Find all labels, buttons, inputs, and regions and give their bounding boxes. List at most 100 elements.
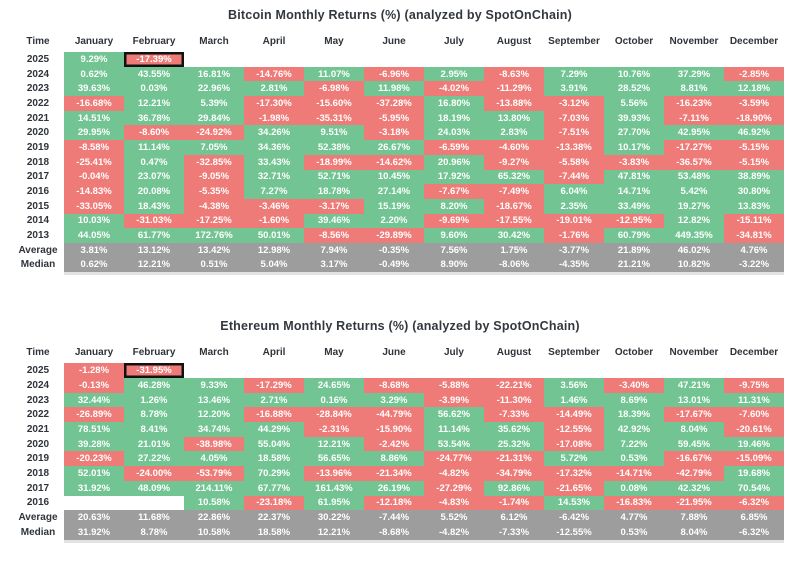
table-cell: -8.68% bbox=[364, 378, 424, 393]
table-cell: -6.98% bbox=[304, 81, 364, 97]
table-cell: 18.43% bbox=[124, 198, 184, 214]
table-cell: 70.29% bbox=[244, 466, 304, 481]
table-cell: 0.62% bbox=[64, 66, 124, 82]
month-header: January bbox=[74, 36, 114, 47]
table-cell: 12.98% bbox=[244, 242, 304, 258]
table-cell: 61.95% bbox=[304, 495, 364, 511]
table-cell: 9.60% bbox=[424, 228, 484, 243]
table-cell: -28.84% bbox=[304, 407, 364, 423]
table-cell: 0.16% bbox=[304, 392, 364, 408]
table-cell: -36.57% bbox=[664, 154, 724, 170]
table-row: 2019 -20.23% 27.22% 4.05% 18.58% 56.65% 8.86% -… bbox=[12, 451, 784, 467]
table-cell: 27.70% bbox=[604, 125, 664, 141]
table-cell: 10.03% bbox=[64, 213, 124, 229]
table-row: 2016 10.58% -23.18% 61.95% -12.18% -4.83% -1.7… bbox=[12, 495, 784, 511]
table-cell: 6.12% bbox=[484, 510, 544, 525]
table-cell: -21.34% bbox=[364, 466, 424, 481]
month-header: November bbox=[669, 347, 719, 359]
table-cell: 161.43% bbox=[304, 480, 364, 496]
table-cell: 0.53% bbox=[604, 451, 664, 467]
table-cell: -14.83% bbox=[64, 184, 124, 199]
table-cell: 35.62% bbox=[484, 422, 544, 437]
table-cell: 60.79% bbox=[604, 228, 664, 243]
table-cell bbox=[124, 496, 184, 511]
table-cell: -17.29% bbox=[244, 378, 304, 393]
table-row: 2025 -1.28% -31.95% bbox=[12, 363, 784, 378]
table-cell: 8.04% bbox=[664, 422, 724, 437]
row-label: 2025 bbox=[12, 363, 64, 378]
table-cell: 13.42% bbox=[184, 242, 244, 258]
table-cell: 20.08% bbox=[124, 184, 184, 199]
table-cell: 29.84% bbox=[184, 110, 244, 126]
ethereum-chart-title: Ethereum Monthly Returns (%) (analyzed b… bbox=[220, 319, 580, 334]
table-cell: 26.19% bbox=[364, 480, 424, 496]
table-cell: -7.49% bbox=[484, 184, 544, 199]
table-cell: 61.77% bbox=[124, 228, 184, 243]
table-cell: 13.01% bbox=[664, 392, 724, 408]
table-cell: 46.28% bbox=[124, 378, 184, 393]
table-cell: 19.46% bbox=[724, 436, 784, 452]
table-cell: 1.46% bbox=[544, 392, 604, 408]
table-cell: -13.88% bbox=[484, 96, 544, 111]
table-cell: 23.07% bbox=[124, 169, 184, 185]
table-row: Average 20.63% 11.68% 22.86% 22.37% 30.22% -7.… bbox=[12, 510, 784, 525]
month-header: January bbox=[74, 347, 114, 359]
table-cell: 5.39% bbox=[184, 96, 244, 111]
row-label: 2019 bbox=[12, 140, 64, 155]
table-cell bbox=[484, 52, 544, 67]
table-cell: -5.15% bbox=[724, 140, 784, 155]
table-cell: -7.44% bbox=[544, 169, 604, 185]
table-cell: -3.99% bbox=[424, 392, 484, 408]
table-cell: 9.51% bbox=[304, 125, 364, 141]
table-cell: 18.19% bbox=[424, 110, 484, 126]
table-cell: -21.31% bbox=[484, 451, 544, 467]
table-cell: 42.95% bbox=[664, 125, 724, 141]
table-cell: -0.49% bbox=[364, 257, 424, 273]
month-header: May bbox=[324, 36, 344, 47]
table-cell: -33.05% bbox=[64, 198, 124, 214]
table-row: 2017 -0.04% 23.07% -9.05% 32.71% 52.71% 10.45%… bbox=[12, 169, 784, 185]
table-row: 2016 -14.83% 20.08% -5.35% 7.27% 18.78% 27.14%… bbox=[12, 184, 784, 199]
table-cell: 67.77% bbox=[244, 480, 304, 496]
table-cell: -29.89% bbox=[364, 228, 424, 243]
table-row: Average 3.81% 13.12% 13.42% 12.98% 7.94% -0.35… bbox=[12, 242, 784, 258]
table-row: 2023 32.44% 1.26% 13.46% 2.71% 0.16% 3.29% -3.9… bbox=[12, 392, 784, 408]
table-cell: -9.05% bbox=[184, 169, 244, 185]
table-row: 2022 -26.89% 8.78% 12.20% -16.88% -28.84% -44.… bbox=[12, 407, 784, 423]
table-cell: -23.18% bbox=[244, 495, 304, 511]
table-cell: 4.76% bbox=[724, 242, 784, 258]
table-cell: -13.96% bbox=[304, 466, 364, 481]
table-cell: 11.98% bbox=[364, 81, 424, 97]
table-cell: -42.79% bbox=[664, 466, 724, 481]
table-cell bbox=[544, 52, 604, 67]
table-cell: 27.22% bbox=[124, 451, 184, 467]
table-bottom-shadow bbox=[64, 272, 784, 276]
table-cell: -17.27% bbox=[664, 140, 724, 155]
table-cell: 8.78% bbox=[124, 407, 184, 423]
table-cell: -34.81% bbox=[724, 228, 784, 243]
row-label: 2025 bbox=[12, 52, 64, 67]
table-cell: 46.02% bbox=[664, 242, 724, 258]
table-cell: 50.01% bbox=[244, 228, 304, 243]
table-header-row: Time January February March April May June July… bbox=[12, 345, 784, 361]
bitcoin-heatmap-table: Time January February March April May June July… bbox=[12, 34, 784, 276]
table-row: 2014 10.03% -31.03% -17.25% -1.60% 39.46% 2.20… bbox=[12, 213, 784, 229]
table-cell: -6.96% bbox=[364, 66, 424, 82]
table-cell: 3.17% bbox=[304, 257, 364, 273]
table-cell: 70.54% bbox=[724, 480, 784, 496]
table-cell: 8.04% bbox=[664, 524, 724, 540]
table-row: 2020 39.28% 21.01% -38.98% 55.04% 12.21% -2.42… bbox=[12, 436, 784, 452]
table-cell: -37.28% bbox=[364, 96, 424, 111]
table-cell: -17.32% bbox=[544, 466, 604, 481]
table-cell: 34.74% bbox=[184, 422, 244, 437]
table-cell: 8.90% bbox=[424, 257, 484, 273]
table-row: Median 31.92% 8.78% 10.58% 18.58% 12.21% -8.68… bbox=[12, 524, 784, 540]
table-cell: 7.88% bbox=[664, 510, 724, 525]
table-cell: -3.17% bbox=[304, 198, 364, 214]
row-label: 2017 bbox=[12, 480, 64, 496]
row-label: 2024 bbox=[12, 66, 64, 82]
table-cell: 38.89% bbox=[724, 169, 784, 185]
table-cell: 14.71% bbox=[604, 184, 664, 199]
table-cell bbox=[64, 496, 124, 511]
table-cell: -18.99% bbox=[304, 154, 364, 170]
